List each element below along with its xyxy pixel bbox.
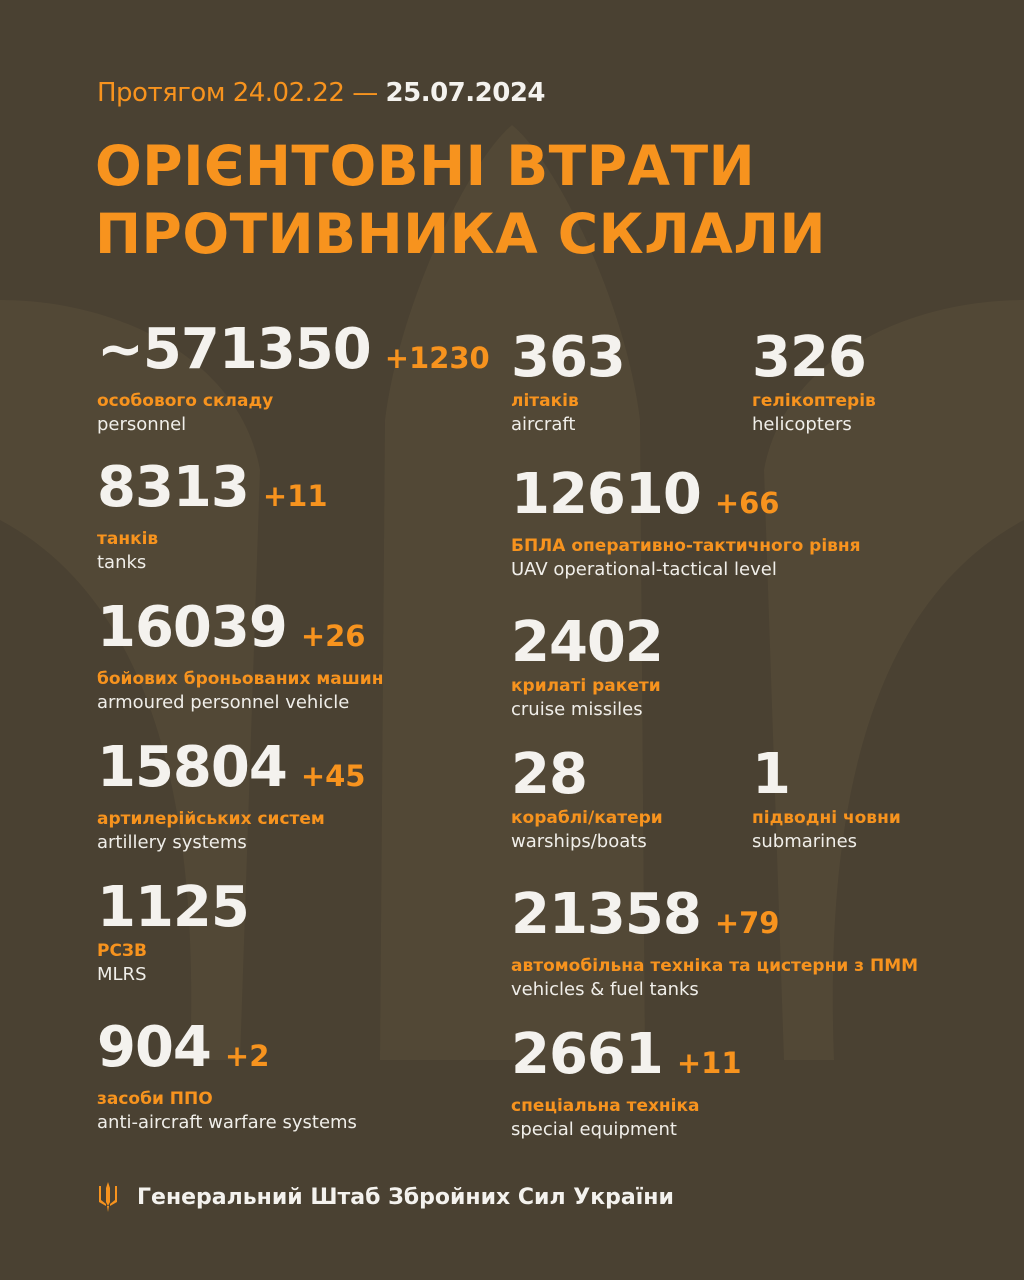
stat-delta: +11 <box>676 1046 742 1080</box>
stat-delta: +1230 <box>384 341 490 375</box>
stat-air-defense: 904 +2 засоби ППО anti-aircraft warfare sys… <box>97 1018 357 1134</box>
stat-tanks: 8313 +11 танків tanks <box>97 458 328 574</box>
stat-value: 21358 +79 <box>511 885 918 953</box>
stat-label-en: helicopters <box>752 414 852 435</box>
stat-uav: 12610 +66 БПЛА оперативно-тактичного рівня… <box>511 465 861 581</box>
page-title: ОРІЄНТОВНІ ВТРАТИ ПРОТИВНИКА СКЛАЛИ <box>95 132 826 268</box>
stat-label-ua: гелікоптерів <box>752 391 876 411</box>
stat-label-en: special equipment <box>511 1119 677 1140</box>
stat-label-ua: спеціальна техніка <box>511 1096 700 1116</box>
stat-delta: +45 <box>300 759 366 793</box>
stat-label-ua: особового складу <box>97 391 274 411</box>
stat-label-en: anti-aircraft warfare systems <box>97 1112 357 1133</box>
title-line-1: ОРІЄНТОВНІ ВТРАТИ <box>95 134 756 198</box>
stat-value: 2661 +11 <box>511 1025 742 1093</box>
stat-number: 1 <box>752 742 791 807</box>
stat-cruise-missiles: 2402 крилаті ракети cruise missiles <box>511 610 664 721</box>
stat-delta: +11 <box>262 479 328 513</box>
stat-number: 21358 <box>511 882 702 947</box>
stat-number: 15804 <box>97 735 288 800</box>
period-label: Протягом 24.02.22 — 25.07.2024 <box>97 78 546 108</box>
stat-vehicles: 21358 +79 автомобільна техніка та цистерни… <box>511 885 918 1001</box>
stat-helicopters: 326 гелікоптерів helicopters <box>752 328 876 436</box>
stat-number: 326 <box>752 325 867 390</box>
stat-label-en: tanks <box>97 552 147 573</box>
stat-number: 363 <box>511 325 626 390</box>
stat-number: 28 <box>511 742 588 807</box>
stat-label-en: vehicles & fuel tanks <box>511 979 699 1000</box>
stat-label-ua: кораблі/катери <box>511 808 663 828</box>
stat-value: 12610 +66 <box>511 465 861 533</box>
trident-icon <box>99 1182 117 1212</box>
stat-value: 1 <box>752 745 901 805</box>
stat-label-en: submarines <box>752 831 858 852</box>
stat-label-ua: крилаті ракети <box>511 676 661 696</box>
stat-number: ~571350 <box>97 317 372 382</box>
stat-number: 1125 <box>97 875 250 940</box>
stat-number: 8313 <box>97 455 250 520</box>
stat-label-en: UAV operational-tactical level <box>511 559 777 580</box>
stat-mlrs: 1125 РСЗВ MLRS <box>97 875 250 986</box>
stat-submarines: 1 підводні човни submarines <box>752 745 901 853</box>
stat-value: 8313 +11 <box>97 458 328 526</box>
stat-label-ua: підводні човни <box>752 808 901 828</box>
stat-label-en: warships/boats <box>511 831 647 852</box>
stat-value: 15804 +45 <box>97 738 365 806</box>
stat-artillery: 15804 +45 артилерійських систем artillery s… <box>97 738 365 854</box>
stat-number: 16039 <box>97 595 288 660</box>
footer-org-name: Генеральний Штаб Збройних Сил України <box>137 1184 674 1210</box>
stat-label-en: cruise missiles <box>511 699 643 720</box>
stat-delta: +26 <box>300 619 366 653</box>
stat-label-ua: автомобільна техніка та цистерни з ПММ <box>511 956 919 976</box>
stat-value: 363 <box>511 325 626 390</box>
stat-number: 904 <box>97 1015 212 1080</box>
footer: Генеральний Штаб Збройних Сил України <box>97 1182 674 1212</box>
period-start: Протягом 24.02.22 — <box>97 78 378 108</box>
stat-label-ua: літаків <box>511 391 579 411</box>
stat-warships: 28 кораблі/катери warships/boats <box>511 745 663 853</box>
stat-delta: +2 <box>224 1039 270 1073</box>
stat-aircraft: 363 літаків aircraft <box>511 325 626 436</box>
stat-label-en: armoured personnel vehicle <box>97 692 350 713</box>
stat-number: 2661 <box>511 1022 664 1087</box>
stat-apv: 16039 +26 бойових броньованих машин armoure… <box>97 598 383 714</box>
stat-value: 28 <box>511 745 663 805</box>
stat-label-ua: засоби ППО <box>97 1089 213 1109</box>
stat-value: ~571350 +1230 <box>97 320 490 388</box>
stat-label-en: personnel <box>97 414 187 435</box>
stat-value: 16039 +26 <box>97 598 383 666</box>
stat-personnel: ~571350 +1230 особового складу personnel <box>97 320 490 436</box>
stat-value: 1125 <box>97 875 250 940</box>
stat-number: 12610 <box>511 462 702 527</box>
stat-value: 904 +2 <box>97 1018 357 1086</box>
title-line-2: ПРОТИВНИКА СКЛАЛИ <box>95 202 827 266</box>
stat-number: 2402 <box>511 610 664 675</box>
stat-label-en: artillery systems <box>97 832 247 853</box>
stat-label-en: MLRS <box>97 964 147 985</box>
stat-special-equipment: 2661 +11 спеціальна техніка special equipme… <box>511 1025 742 1141</box>
period-end: 25.07.2024 <box>385 78 546 108</box>
stat-label-ua: артилерійських систем <box>97 809 325 829</box>
stat-delta: +79 <box>714 906 780 940</box>
stat-label-ua: бойових броньованих машин <box>97 669 384 689</box>
stat-label-en: aircraft <box>511 414 576 435</box>
stat-delta: +66 <box>714 486 780 520</box>
stat-label-ua: БПЛА оперативно-тактичного рівня <box>511 536 861 556</box>
stat-value: 326 <box>752 328 876 388</box>
stat-label-ua: РСЗВ <box>97 941 147 961</box>
stat-value: 2402 <box>511 610 664 675</box>
stat-label-ua: танків <box>97 529 159 549</box>
